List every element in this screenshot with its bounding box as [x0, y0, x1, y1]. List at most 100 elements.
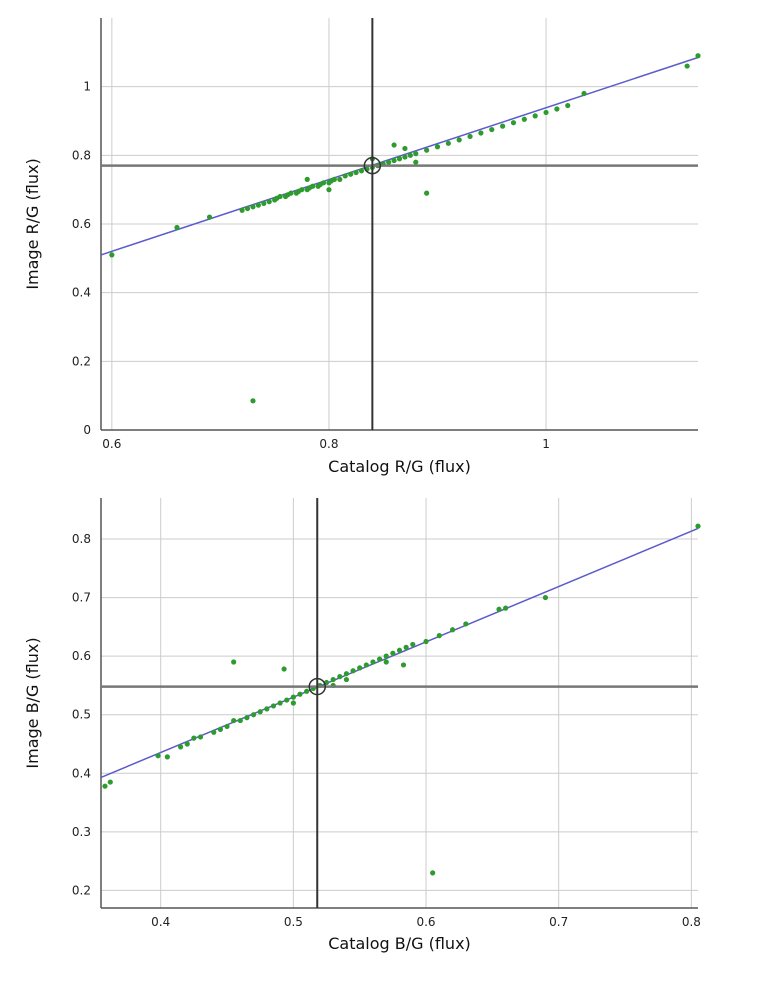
- data-point: [391, 142, 397, 148]
- y-tick-label: 0.8: [72, 532, 91, 546]
- data-point: [407, 152, 413, 158]
- data-point: [370, 659, 376, 665]
- data-point: [284, 697, 290, 703]
- data-point: [353, 169, 359, 176]
- y-axis-title: Image B/G (flux): [23, 637, 42, 768]
- data-point: [358, 168, 365, 174]
- data-point: [423, 638, 429, 645]
- data-point: [164, 754, 170, 760]
- data-point: [250, 398, 256, 404]
- data-point: [224, 723, 230, 730]
- data-point: [290, 694, 296, 700]
- data-point: [155, 753, 161, 759]
- fit-line: [100, 527, 699, 779]
- data-point: [178, 744, 184, 750]
- data-point: [554, 106, 560, 112]
- data-point: [424, 190, 430, 196]
- data-point: [383, 653, 389, 659]
- data-point: [342, 173, 348, 179]
- data-point: [277, 700, 283, 706]
- data-point: [363, 662, 369, 668]
- y-tick-label: 1: [83, 80, 91, 94]
- y-tick-label: 0.6: [72, 649, 91, 663]
- y-tick-label: 0.3: [72, 825, 91, 839]
- y-axis-title: Image R/G (flux): [23, 158, 42, 289]
- x-tick-label: 0.8: [319, 437, 338, 451]
- data-point: [386, 159, 392, 165]
- y-tick-label: 0.6: [72, 217, 91, 231]
- data-point: [565, 102, 571, 109]
- y-tick-label: 0.4: [72, 766, 91, 780]
- data-point: [206, 214, 213, 220]
- data-point: [391, 157, 397, 164]
- data-point: [496, 606, 502, 612]
- data-point: [337, 176, 343, 182]
- data-point: [581, 90, 587, 97]
- bg-scatter-plot: 0.4 0.5 0.6 0.7 0.8 0.2 0.3 0.4 0.5 0.6 0.7 0.8 Cata…: [23, 498, 701, 953]
- data-point: [403, 644, 409, 650]
- data-point: [239, 207, 245, 213]
- x-tick-label: 0.8: [682, 915, 701, 929]
- data-point: [383, 659, 389, 665]
- data-point: [410, 641, 416, 648]
- data-point: [281, 666, 287, 672]
- data-point: [695, 53, 701, 59]
- data-point: [326, 187, 332, 193]
- data-point: [237, 717, 243, 724]
- data-point: [350, 668, 356, 674]
- data-point: [107, 779, 113, 785]
- data-point: [304, 176, 310, 182]
- data-point: [430, 870, 436, 876]
- data-point: [463, 621, 469, 627]
- y-tick-label: 0.7: [72, 591, 91, 605]
- y-tick-label: 0.4: [72, 286, 91, 300]
- data-point: [299, 187, 305, 193]
- x-tick-label: 0.6: [416, 915, 435, 929]
- crosshair-marker: [308, 677, 326, 696]
- data-point: [396, 647, 403, 653]
- rg-scatter-plot: 0.6 0.8 1 0 0.2 0.4 0.6 0.8 1 Catalog R/G (flux) I…: [23, 18, 701, 476]
- data-point: [231, 717, 237, 724]
- data-point: [500, 123, 506, 129]
- y-tick-label: 0.2: [72, 354, 91, 368]
- data-point: [445, 140, 451, 146]
- y-tick-label: 0.2: [72, 883, 91, 897]
- data-point: [244, 715, 250, 721]
- data-point: [489, 126, 495, 133]
- data-point: [343, 671, 350, 677]
- data-point: [297, 691, 303, 697]
- data-point: [244, 205, 251, 212]
- data-point: [449, 627, 456, 633]
- y-tick-label: 0.8: [72, 148, 91, 162]
- data-point: [257, 709, 263, 715]
- data-point: [357, 665, 363, 671]
- data-point: [456, 137, 462, 143]
- data-point: [413, 151, 419, 157]
- data-point: [174, 224, 180, 231]
- data-point: [250, 204, 256, 210]
- data-point: [191, 735, 197, 741]
- data-point: [102, 783, 108, 789]
- data-point: [684, 63, 690, 69]
- data-point: [424, 147, 430, 153]
- x-axis-title: Catalog R/G (flux): [328, 457, 471, 476]
- data-point: [255, 202, 261, 208]
- x-tick-label: 0.6: [102, 437, 121, 451]
- data-point: [532, 113, 538, 119]
- data-point: [277, 193, 283, 200]
- data-point: [197, 734, 204, 740]
- data-point: [211, 729, 217, 735]
- data-point: [390, 650, 396, 656]
- data-point: [330, 676, 336, 683]
- data-point: [320, 180, 327, 186]
- data-point: [434, 144, 441, 150]
- data-point: [331, 176, 337, 182]
- y-tick-label: 0: [83, 423, 91, 437]
- data-point: [109, 252, 115, 258]
- data-point: [503, 605, 509, 611]
- data-point: [184, 741, 190, 747]
- data-point: [542, 594, 549, 601]
- data-point: [304, 688, 310, 694]
- data-point: [264, 706, 270, 712]
